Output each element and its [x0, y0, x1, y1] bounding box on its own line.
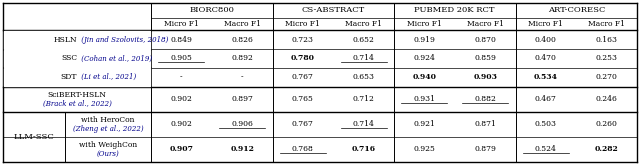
Text: 0.931: 0.931: [413, 95, 435, 103]
Text: SSC: SSC: [61, 54, 77, 62]
Text: 0.653: 0.653: [353, 73, 374, 81]
Text: 0.912: 0.912: [230, 145, 254, 153]
Text: SSC: SSC: [69, 54, 85, 62]
Bar: [4, 50, 150, 67]
Text: 0.905: 0.905: [170, 54, 192, 62]
Text: 0.246: 0.246: [596, 95, 618, 103]
Text: HSLN: HSLN: [65, 36, 89, 44]
Text: (Ours): (Ours): [97, 150, 120, 158]
Text: (Li et al., 2021): (Li et al., 2021): [79, 73, 136, 81]
Text: 0.892: 0.892: [231, 54, 253, 62]
Text: 0.652: 0.652: [353, 36, 374, 44]
Text: Macro F1: Macro F1: [223, 20, 260, 28]
Text: 0.859: 0.859: [474, 54, 496, 62]
Text: 0.940: 0.940: [412, 73, 436, 81]
Text: 0.712: 0.712: [353, 95, 374, 103]
Text: 0.503: 0.503: [535, 120, 557, 128]
Text: 0.723: 0.723: [292, 36, 314, 44]
Text: 0.467: 0.467: [535, 95, 557, 103]
Text: (Jin and Szolovits, 2018): (Jin and Szolovits, 2018): [79, 36, 168, 44]
Text: (Jin and Szolovits, 2018): (Jin and Szolovits, 2018): [33, 39, 120, 47]
Text: -: -: [241, 73, 243, 81]
Text: 0.260: 0.260: [596, 120, 618, 128]
Text: 0.768: 0.768: [292, 145, 314, 153]
Text: 0.282: 0.282: [595, 145, 618, 153]
Text: 0.919: 0.919: [413, 36, 435, 44]
Text: Micro F1: Micro F1: [529, 20, 563, 28]
Text: 0.870: 0.870: [474, 36, 496, 44]
Text: ART-CORESC: ART-CORESC: [548, 6, 605, 14]
Text: 0.871: 0.871: [474, 120, 496, 128]
Text: 0.879: 0.879: [474, 145, 496, 153]
Text: SDT: SDT: [61, 73, 77, 81]
Text: CS-ABSTRACT: CS-ABSTRACT: [301, 6, 365, 14]
Text: 0.270: 0.270: [596, 73, 618, 81]
Text: PUBMED 20K RCT: PUBMED 20K RCT: [415, 6, 495, 14]
Text: 0.924: 0.924: [413, 54, 435, 62]
Text: BIORC800: BIORC800: [189, 6, 234, 14]
Text: -: -: [180, 73, 182, 81]
Text: LLM-SSC: LLM-SSC: [13, 133, 54, 141]
Text: (Li et al., 2021): (Li et al., 2021): [49, 77, 104, 85]
Text: 0.903: 0.903: [473, 73, 497, 81]
Text: 0.902: 0.902: [170, 120, 192, 128]
Text: Macro F1: Macro F1: [467, 20, 504, 28]
Text: 0.716: 0.716: [351, 145, 376, 153]
Text: with WeighCon: with WeighCon: [79, 141, 137, 149]
Bar: [4, 31, 150, 49]
Text: 0.767: 0.767: [292, 73, 314, 81]
Text: with HeroCon: with HeroCon: [81, 116, 135, 124]
Text: 0.906: 0.906: [231, 120, 253, 128]
Text: 0.163: 0.163: [596, 36, 618, 44]
Text: SDT: SDT: [68, 73, 85, 81]
Text: 0.767: 0.767: [292, 120, 314, 128]
Text: Micro F1: Micro F1: [164, 20, 199, 28]
Text: 0.882: 0.882: [474, 95, 496, 103]
Text: 0.253: 0.253: [596, 54, 618, 62]
Text: 0.714: 0.714: [353, 54, 374, 62]
Text: Micro F1: Micro F1: [285, 20, 320, 28]
Text: Macro F1: Macro F1: [345, 20, 382, 28]
Text: (Cohan et al., 2019): (Cohan et al., 2019): [42, 58, 113, 66]
Text: 0.524: 0.524: [535, 145, 557, 153]
Text: 0.534: 0.534: [534, 73, 558, 81]
Text: 0.826: 0.826: [231, 36, 253, 44]
Text: 0.765: 0.765: [292, 95, 314, 103]
Bar: [4, 68, 150, 86]
Text: 0.897: 0.897: [231, 95, 253, 103]
Text: 0.400: 0.400: [535, 36, 557, 44]
Text: (Cohan et al., 2019): (Cohan et al., 2019): [79, 54, 152, 62]
Text: 0.925: 0.925: [413, 145, 435, 153]
Text: 0.849: 0.849: [170, 36, 192, 44]
Text: HSLN: HSLN: [53, 36, 77, 44]
Text: 0.470: 0.470: [535, 54, 557, 62]
Text: 0.714: 0.714: [353, 120, 374, 128]
Text: SciBERT-HSLN: SciBERT-HSLN: [47, 91, 106, 99]
Text: (Zheng et al., 2022): (Zheng et al., 2022): [73, 125, 143, 133]
Text: Macro F1: Macro F1: [588, 20, 625, 28]
Text: 0.902: 0.902: [170, 95, 192, 103]
Text: 0.921: 0.921: [413, 120, 435, 128]
Text: (Brack et al., 2022): (Brack et al., 2022): [43, 100, 111, 108]
Text: Micro F1: Micro F1: [407, 20, 442, 28]
Text: 0.780: 0.780: [291, 54, 315, 62]
Text: 0.907: 0.907: [170, 145, 193, 153]
